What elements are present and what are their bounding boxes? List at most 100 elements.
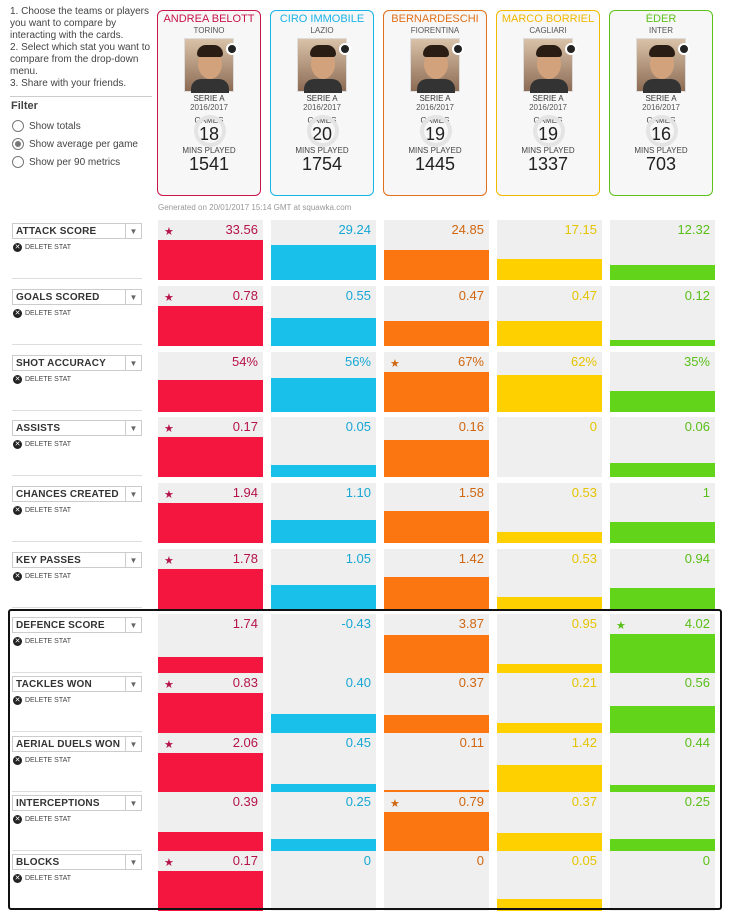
club-badge-icon — [339, 43, 351, 55]
stat-cell: 0.53 — [497, 483, 602, 543]
stat-value: 0.17 — [232, 853, 258, 868]
delete-stat-button[interactable]: ✕ DELETE STAT — [13, 243, 71, 252]
stat-label: TACKLES WON — [16, 678, 92, 690]
delete-stat-button[interactable]: ✕ DELETE STAT — [13, 637, 71, 646]
row-divider — [12, 278, 142, 279]
delete-stat-button[interactable]: ✕ DELETE STAT — [13, 375, 71, 384]
generated-note: Generated on 20/01/2017 15:14 GMT at squ… — [158, 203, 352, 212]
stat-selector[interactable]: CHANCES CREATED ▼ — [12, 486, 142, 502]
player-team: INTER — [649, 26, 673, 35]
delete-stat-label: DELETE STAT — [25, 441, 72, 448]
chevron-down-icon[interactable]: ▼ — [125, 487, 141, 501]
stat-cell: 1 — [610, 483, 715, 543]
stat-bar — [610, 265, 715, 280]
radio-button[interactable] — [12, 120, 24, 132]
stat-cell: 1.94 ★ — [158, 483, 263, 543]
stat-cell: 2.06 ★ — [158, 733, 263, 793]
player-card[interactable]: ANDREA BELOTT TORINO SERIE A 2016/2017 GAMES… — [157, 10, 261, 196]
stat-value: -0.43 — [341, 616, 371, 631]
delete-stat-button[interactable]: ✕ DELETE STAT — [13, 756, 71, 765]
stat-value: 24.85 — [451, 222, 484, 237]
filter-option-per90[interactable]: Show per 90 metrics — [12, 156, 120, 168]
stat-bar — [497, 321, 602, 346]
stat-bar — [271, 585, 376, 609]
chevron-down-icon[interactable]: ▼ — [125, 290, 141, 304]
stat-cell: 1.78 ★ — [158, 549, 263, 609]
stat-cell: 0.40 — [271, 673, 376, 733]
stat-value: 67% — [457, 354, 484, 369]
filter-option-totals[interactable]: Show totals — [12, 120, 81, 132]
player-name: MARCO BORRIEL — [501, 13, 595, 25]
stat-cell: 0.37 — [384, 673, 489, 733]
radio-button[interactable] — [12, 138, 24, 150]
stat-cell: 0.37 — [497, 792, 602, 852]
player-card[interactable]: MARCO BORRIEL CAGLIARI SERIE A 2016/2017 GAM… — [496, 10, 600, 196]
stat-value: 62% — [570, 354, 597, 369]
stat-selector[interactable]: BLOCKS ▼ — [12, 854, 142, 870]
delete-stat-button[interactable]: ✕ DELETE STAT — [13, 440, 71, 449]
stat-bar — [497, 833, 602, 852]
stat-value: 0.44 — [684, 735, 710, 750]
chevron-down-icon[interactable]: ▼ — [125, 796, 141, 810]
stat-selector[interactable]: SHOT ACCURACY ▼ — [12, 355, 142, 371]
delete-stat-label: DELETE STAT — [25, 875, 72, 882]
stat-selector[interactable]: INTERCEPTIONS ▼ — [12, 795, 142, 811]
stat-selector[interactable]: DEFENCE SCORE ▼ — [12, 617, 142, 633]
stat-selector[interactable]: TACKLES WON ▼ — [12, 676, 142, 692]
star-icon: ★ — [390, 798, 400, 810]
chevron-down-icon[interactable]: ▼ — [125, 421, 141, 435]
chevron-down-icon[interactable]: ▼ — [125, 855, 141, 869]
delete-stat-button[interactable]: ✕ DELETE STAT — [13, 874, 71, 883]
stat-value: 0.94 — [684, 551, 710, 566]
stat-selector[interactable]: ASSISTS ▼ — [12, 420, 142, 436]
delete-stat-button[interactable]: ✕ DELETE STAT — [13, 309, 71, 318]
star-icon: ★ — [164, 679, 174, 691]
row-divider — [12, 410, 142, 411]
stat-selector[interactable]: GOALS SCORED ▼ — [12, 289, 142, 305]
stat-label: BLOCKS — [16, 856, 60, 868]
stat-value: 0.45 — [345, 735, 371, 750]
stat-selector[interactable]: KEY PASSES ▼ — [12, 552, 142, 568]
stat-bar — [158, 380, 263, 412]
player-card[interactable]: CIRO IMMOBILE LAZIO SERIE A 2016/2017 GAMES 2… — [270, 10, 374, 196]
stat-cell: 1.10 — [271, 483, 376, 543]
stat-cell: 67% ★ — [384, 352, 489, 412]
player-card[interactable]: BERNARDESCHI FIORENTINA SERIE A 2016/2017 GA… — [383, 10, 487, 196]
chevron-down-icon[interactable]: ▼ — [125, 224, 141, 238]
star-icon: ★ — [164, 555, 174, 567]
delete-stat-button[interactable]: ✕ DELETE STAT — [13, 696, 71, 705]
delete-stat-button[interactable]: ✕ DELETE STAT — [13, 815, 71, 824]
filter-option-average[interactable]: Show average per game — [12, 138, 138, 150]
stat-value: 0.47 — [458, 288, 484, 303]
close-icon: ✕ — [13, 243, 22, 252]
chevron-down-icon[interactable]: ▼ — [125, 553, 141, 567]
chevron-down-icon[interactable]: ▼ — [125, 618, 141, 632]
chevron-down-icon[interactable]: ▼ — [125, 677, 141, 691]
close-icon: ✕ — [13, 756, 22, 765]
stat-cell: 0.44 — [610, 733, 715, 793]
radio-button[interactable] — [12, 156, 24, 168]
stat-cell: 33.56 ★ — [158, 220, 263, 280]
stat-value: 0.37 — [458, 675, 484, 690]
chevron-down-icon[interactable]: ▼ — [125, 737, 141, 751]
stat-cell: 0.21 — [497, 673, 602, 733]
player-team: FIORENTINA — [410, 26, 460, 35]
stat-selector[interactable]: ATTACK SCORE ▼ — [12, 223, 142, 239]
chevron-down-icon[interactable]: ▼ — [125, 356, 141, 370]
delete-stat-button[interactable]: ✕ DELETE STAT — [13, 506, 71, 515]
stat-bar — [271, 714, 376, 733]
stat-bar — [384, 440, 489, 477]
stat-value: 12.32 — [677, 222, 710, 237]
stat-cell: 17.15 — [497, 220, 602, 280]
stat-cell: 4.02 ★ — [610, 614, 715, 674]
delete-stat-button[interactable]: ✕ DELETE STAT — [13, 572, 71, 581]
stat-cell: 0.47 — [497, 286, 602, 346]
player-name: ÉDER — [645, 13, 677, 25]
stat-bar — [610, 785, 715, 793]
stat-cell: 1.74 — [158, 614, 263, 674]
stat-cell: 0.39 — [158, 792, 263, 852]
delete-stat-label: DELETE STAT — [25, 376, 72, 383]
stat-selector[interactable]: AERIAL DUELS WON ▼ — [12, 736, 142, 752]
delete-stat-label: DELETE STAT — [25, 816, 72, 823]
player-card[interactable]: ÉDER INTER SERIE A 2016/2017 GAMES 16 MINS PLA… — [609, 10, 713, 196]
